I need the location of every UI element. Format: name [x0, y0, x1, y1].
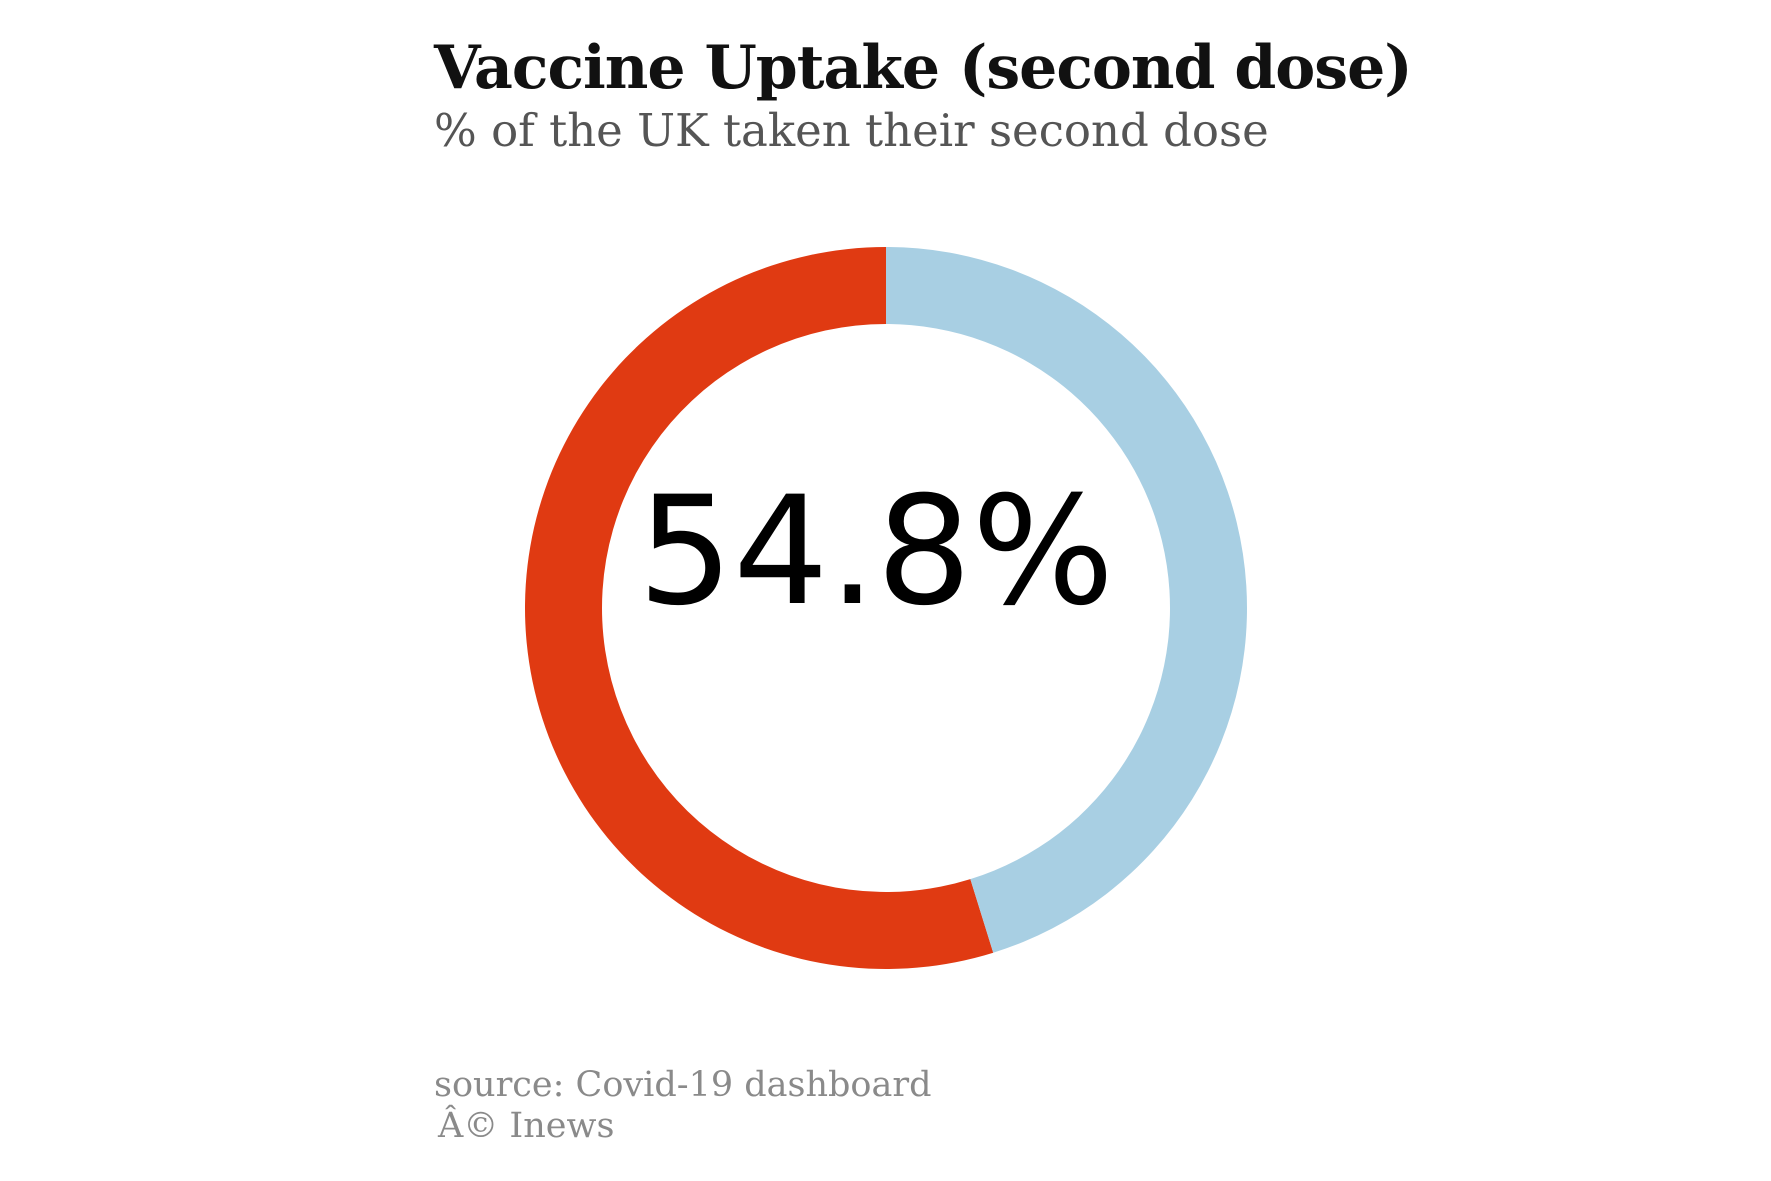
donut-segments [524, 247, 1247, 970]
credit-note: Â© Inews [438, 1106, 615, 1146]
source-note: source: Covid-19 dashboard [434, 1065, 932, 1105]
chart-subtitle: % of the UK taken their second dose [434, 104, 1269, 157]
donut-segment-1 [524, 247, 994, 970]
center-value-label: 54.8% [638, 465, 1115, 639]
chart-title: Vaccine Uptake (second dose) [434, 33, 1413, 103]
donut-segment-2 [886, 247, 1247, 953]
